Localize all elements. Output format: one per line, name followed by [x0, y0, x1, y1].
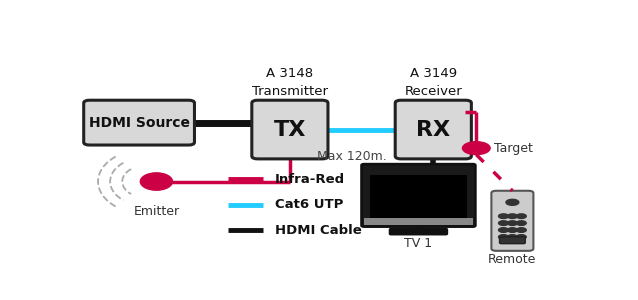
Text: A 3148: A 3148	[266, 67, 313, 80]
Text: Max 120m.: Max 120m.	[317, 150, 387, 163]
Bar	[370, 175, 467, 221]
Text: Cat6 UTP: Cat6 UTP	[275, 198, 343, 211]
Text: RX: RX	[416, 120, 450, 140]
Text: Receiver: Receiver	[404, 85, 462, 98]
FancyBboxPatch shape	[390, 229, 447, 234]
FancyBboxPatch shape	[500, 237, 525, 244]
Bar	[364, 218, 473, 225]
Text: TX: TX	[274, 120, 306, 140]
FancyBboxPatch shape	[84, 100, 195, 145]
Text: A 3149: A 3149	[410, 67, 457, 80]
Text: Emitter: Emitter	[133, 205, 179, 218]
Circle shape	[516, 235, 526, 239]
Text: Target: Target	[494, 142, 533, 155]
FancyBboxPatch shape	[491, 191, 533, 251]
Text: TV 1: TV 1	[404, 237, 433, 250]
Text: HDMI Cable: HDMI Cable	[275, 224, 362, 236]
FancyBboxPatch shape	[362, 164, 475, 226]
Circle shape	[507, 235, 517, 239]
Circle shape	[516, 228, 526, 232]
Circle shape	[498, 221, 508, 225]
Circle shape	[498, 235, 508, 239]
Circle shape	[498, 214, 508, 218]
Circle shape	[507, 221, 517, 225]
Text: Remote: Remote	[488, 253, 537, 266]
FancyBboxPatch shape	[252, 100, 328, 159]
Circle shape	[507, 214, 517, 218]
FancyBboxPatch shape	[395, 100, 471, 159]
Ellipse shape	[140, 173, 172, 190]
Text: Transmitter: Transmitter	[252, 85, 328, 98]
Circle shape	[516, 221, 526, 225]
Circle shape	[506, 199, 519, 205]
Circle shape	[498, 228, 508, 232]
Text: Infra-Red: Infra-Red	[275, 173, 345, 186]
Circle shape	[516, 214, 526, 218]
Text: HDMI Source: HDMI Source	[89, 116, 189, 130]
Circle shape	[463, 142, 490, 154]
Circle shape	[507, 228, 517, 232]
